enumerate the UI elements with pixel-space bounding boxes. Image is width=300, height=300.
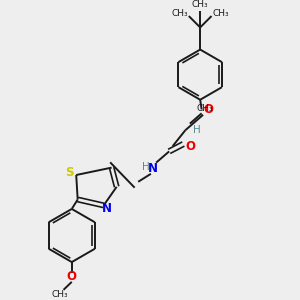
Text: S: S xyxy=(65,166,74,179)
Text: H: H xyxy=(142,162,149,172)
Text: O: O xyxy=(203,103,213,116)
Text: CH₃: CH₃ xyxy=(51,290,68,299)
Text: O: O xyxy=(186,140,196,153)
Text: O: O xyxy=(67,270,77,283)
Text: N: N xyxy=(148,162,158,175)
Text: CH₃: CH₃ xyxy=(196,104,213,113)
Text: CH₃: CH₃ xyxy=(213,9,229,18)
Text: H: H xyxy=(193,124,200,134)
Text: CH₃: CH₃ xyxy=(171,9,188,18)
Text: N: N xyxy=(102,202,112,215)
Text: CH₃: CH₃ xyxy=(192,0,208,9)
